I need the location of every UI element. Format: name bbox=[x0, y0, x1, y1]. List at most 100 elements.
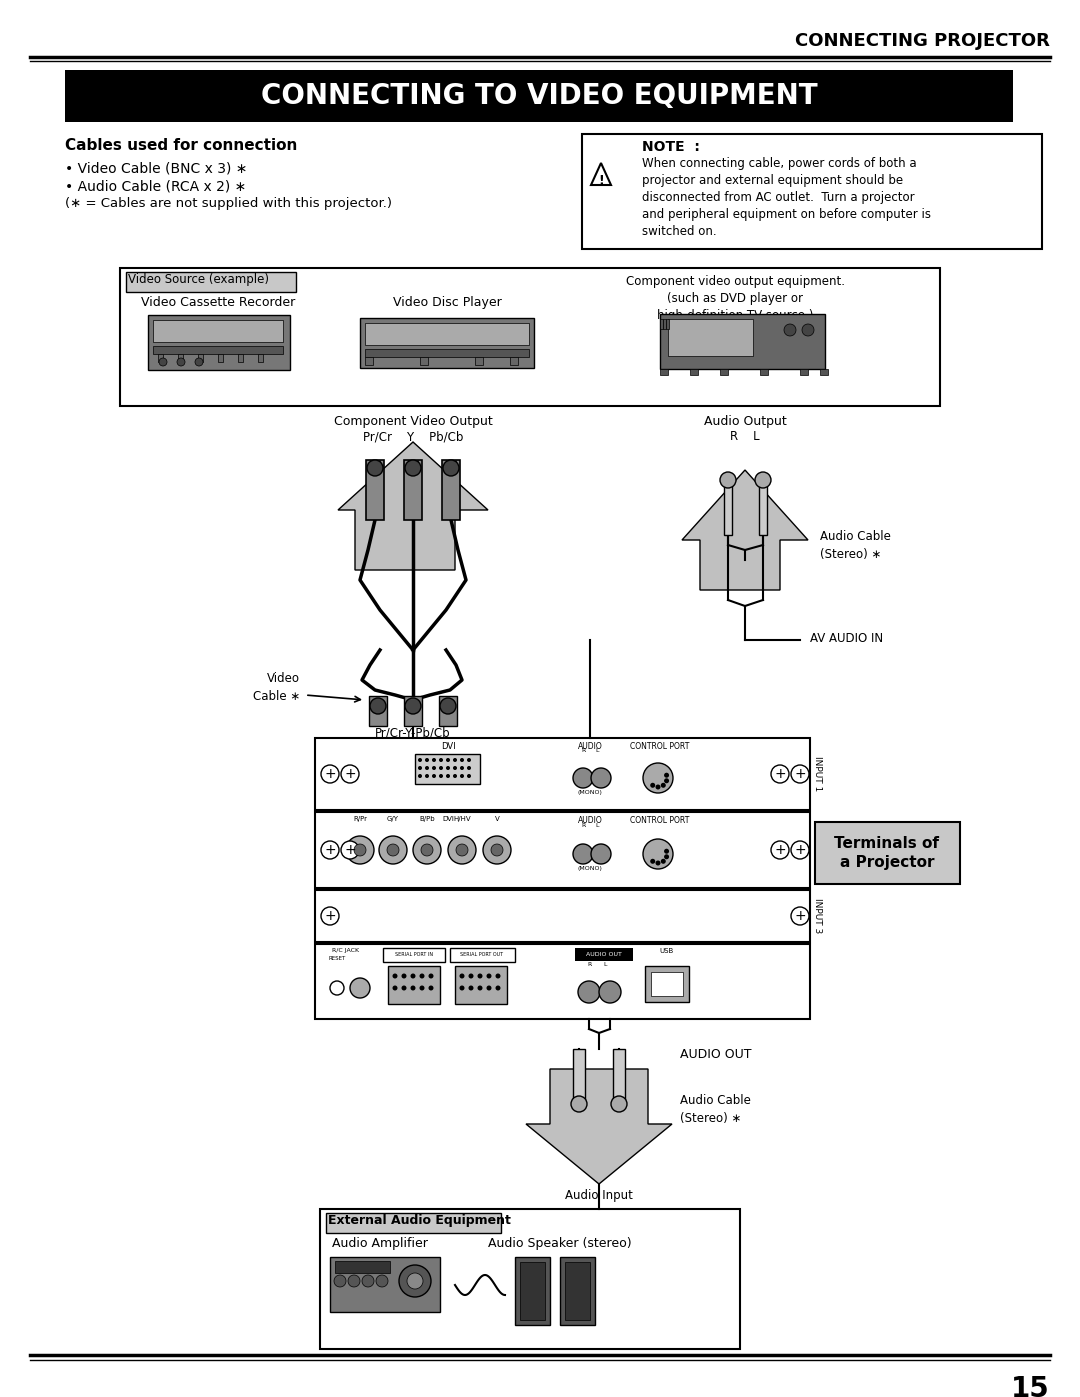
Circle shape bbox=[321, 766, 339, 782]
Text: CONTROL PORT: CONTROL PORT bbox=[631, 816, 690, 826]
Bar bbox=[663, 319, 666, 330]
Circle shape bbox=[440, 698, 456, 714]
Bar bbox=[218, 353, 222, 362]
Bar bbox=[438, 696, 457, 726]
Circle shape bbox=[421, 844, 433, 856]
Circle shape bbox=[413, 835, 441, 863]
Circle shape bbox=[348, 1275, 360, 1287]
Text: +: + bbox=[794, 909, 806, 923]
Circle shape bbox=[459, 985, 464, 990]
Bar bbox=[565, 1261, 590, 1320]
Bar bbox=[645, 965, 689, 1002]
Text: Video Source (example): Video Source (example) bbox=[129, 272, 269, 286]
Circle shape bbox=[419, 974, 424, 978]
Circle shape bbox=[370, 698, 386, 714]
Text: R: R bbox=[581, 823, 585, 828]
Text: B/Pb: B/Pb bbox=[419, 816, 435, 821]
Circle shape bbox=[376, 1275, 388, 1287]
Circle shape bbox=[418, 766, 422, 770]
Circle shape bbox=[453, 774, 457, 778]
Text: +: + bbox=[794, 842, 806, 856]
Circle shape bbox=[791, 907, 809, 925]
Text: Audio Input: Audio Input bbox=[565, 1189, 633, 1201]
Circle shape bbox=[432, 774, 436, 778]
Bar bbox=[815, 821, 960, 884]
Circle shape bbox=[664, 855, 669, 859]
Bar bbox=[446, 460, 456, 468]
Bar bbox=[148, 314, 291, 370]
Bar bbox=[370, 460, 380, 468]
Circle shape bbox=[664, 773, 669, 778]
Text: Audio Speaker (stereo): Audio Speaker (stereo) bbox=[488, 1236, 632, 1250]
Circle shape bbox=[459, 974, 464, 978]
Text: INPUT 1: INPUT 1 bbox=[813, 756, 822, 792]
Circle shape bbox=[438, 766, 443, 770]
Text: G/Y: G/Y bbox=[387, 816, 399, 821]
Text: AUDIO: AUDIO bbox=[578, 742, 603, 752]
Circle shape bbox=[571, 1097, 588, 1112]
Bar bbox=[120, 268, 940, 407]
Text: L: L bbox=[595, 747, 598, 753]
Circle shape bbox=[755, 472, 771, 488]
Text: CONNECTING PROJECTOR: CONNECTING PROJECTOR bbox=[795, 32, 1050, 50]
Circle shape bbox=[446, 774, 450, 778]
Bar bbox=[258, 353, 264, 362]
Bar bbox=[760, 369, 768, 374]
Circle shape bbox=[426, 774, 429, 778]
Text: • Audio Cable (RCA x 2) ∗: • Audio Cable (RCA x 2) ∗ bbox=[65, 179, 246, 193]
Bar bbox=[404, 696, 422, 726]
Circle shape bbox=[379, 835, 407, 863]
Circle shape bbox=[432, 766, 436, 770]
Circle shape bbox=[419, 985, 424, 990]
Text: +: + bbox=[774, 842, 786, 856]
Bar bbox=[561, 1257, 595, 1324]
Circle shape bbox=[354, 844, 366, 856]
Circle shape bbox=[661, 782, 665, 788]
Circle shape bbox=[486, 974, 491, 978]
Bar bbox=[442, 460, 460, 520]
Bar bbox=[724, 481, 732, 535]
Circle shape bbox=[460, 766, 464, 770]
Circle shape bbox=[453, 759, 457, 761]
Circle shape bbox=[405, 698, 421, 714]
Text: +: + bbox=[324, 909, 336, 923]
Circle shape bbox=[491, 844, 503, 856]
Circle shape bbox=[177, 358, 185, 366]
Text: • Video Cable (BNC x 3) ∗: • Video Cable (BNC x 3) ∗ bbox=[65, 162, 247, 176]
Bar bbox=[369, 696, 387, 726]
Circle shape bbox=[321, 841, 339, 859]
Circle shape bbox=[791, 766, 809, 782]
Circle shape bbox=[159, 358, 167, 366]
Text: R: R bbox=[586, 963, 591, 967]
Circle shape bbox=[802, 324, 814, 337]
Circle shape bbox=[387, 844, 399, 856]
Bar bbox=[475, 358, 483, 365]
Text: SERIAL PORT IN: SERIAL PORT IN bbox=[395, 953, 433, 957]
Circle shape bbox=[477, 974, 483, 978]
Circle shape bbox=[599, 981, 621, 1003]
Bar bbox=[65, 70, 1013, 122]
Text: +: + bbox=[774, 767, 786, 781]
Bar bbox=[153, 346, 283, 353]
Circle shape bbox=[467, 766, 471, 770]
Text: L: L bbox=[604, 963, 607, 967]
Text: !: ! bbox=[598, 173, 604, 187]
Circle shape bbox=[611, 1097, 627, 1112]
Text: AUDIO OUT: AUDIO OUT bbox=[680, 1048, 752, 1060]
Circle shape bbox=[367, 460, 383, 476]
Text: AUDIO OUT: AUDIO OUT bbox=[586, 951, 622, 957]
Bar bbox=[420, 358, 428, 365]
Circle shape bbox=[483, 835, 511, 863]
Bar bbox=[315, 944, 810, 1018]
Text: AV AUDIO IN: AV AUDIO IN bbox=[810, 631, 883, 644]
Circle shape bbox=[418, 759, 422, 761]
Circle shape bbox=[486, 985, 491, 990]
Circle shape bbox=[346, 835, 374, 863]
Bar bbox=[315, 812, 810, 888]
Bar bbox=[315, 738, 810, 810]
Text: CONNECTING TO VIDEO EQUIPMENT: CONNECTING TO VIDEO EQUIPMENT bbox=[260, 82, 818, 110]
Circle shape bbox=[643, 763, 673, 793]
Circle shape bbox=[456, 844, 468, 856]
Bar bbox=[519, 1261, 545, 1320]
Bar bbox=[335, 1261, 390, 1273]
